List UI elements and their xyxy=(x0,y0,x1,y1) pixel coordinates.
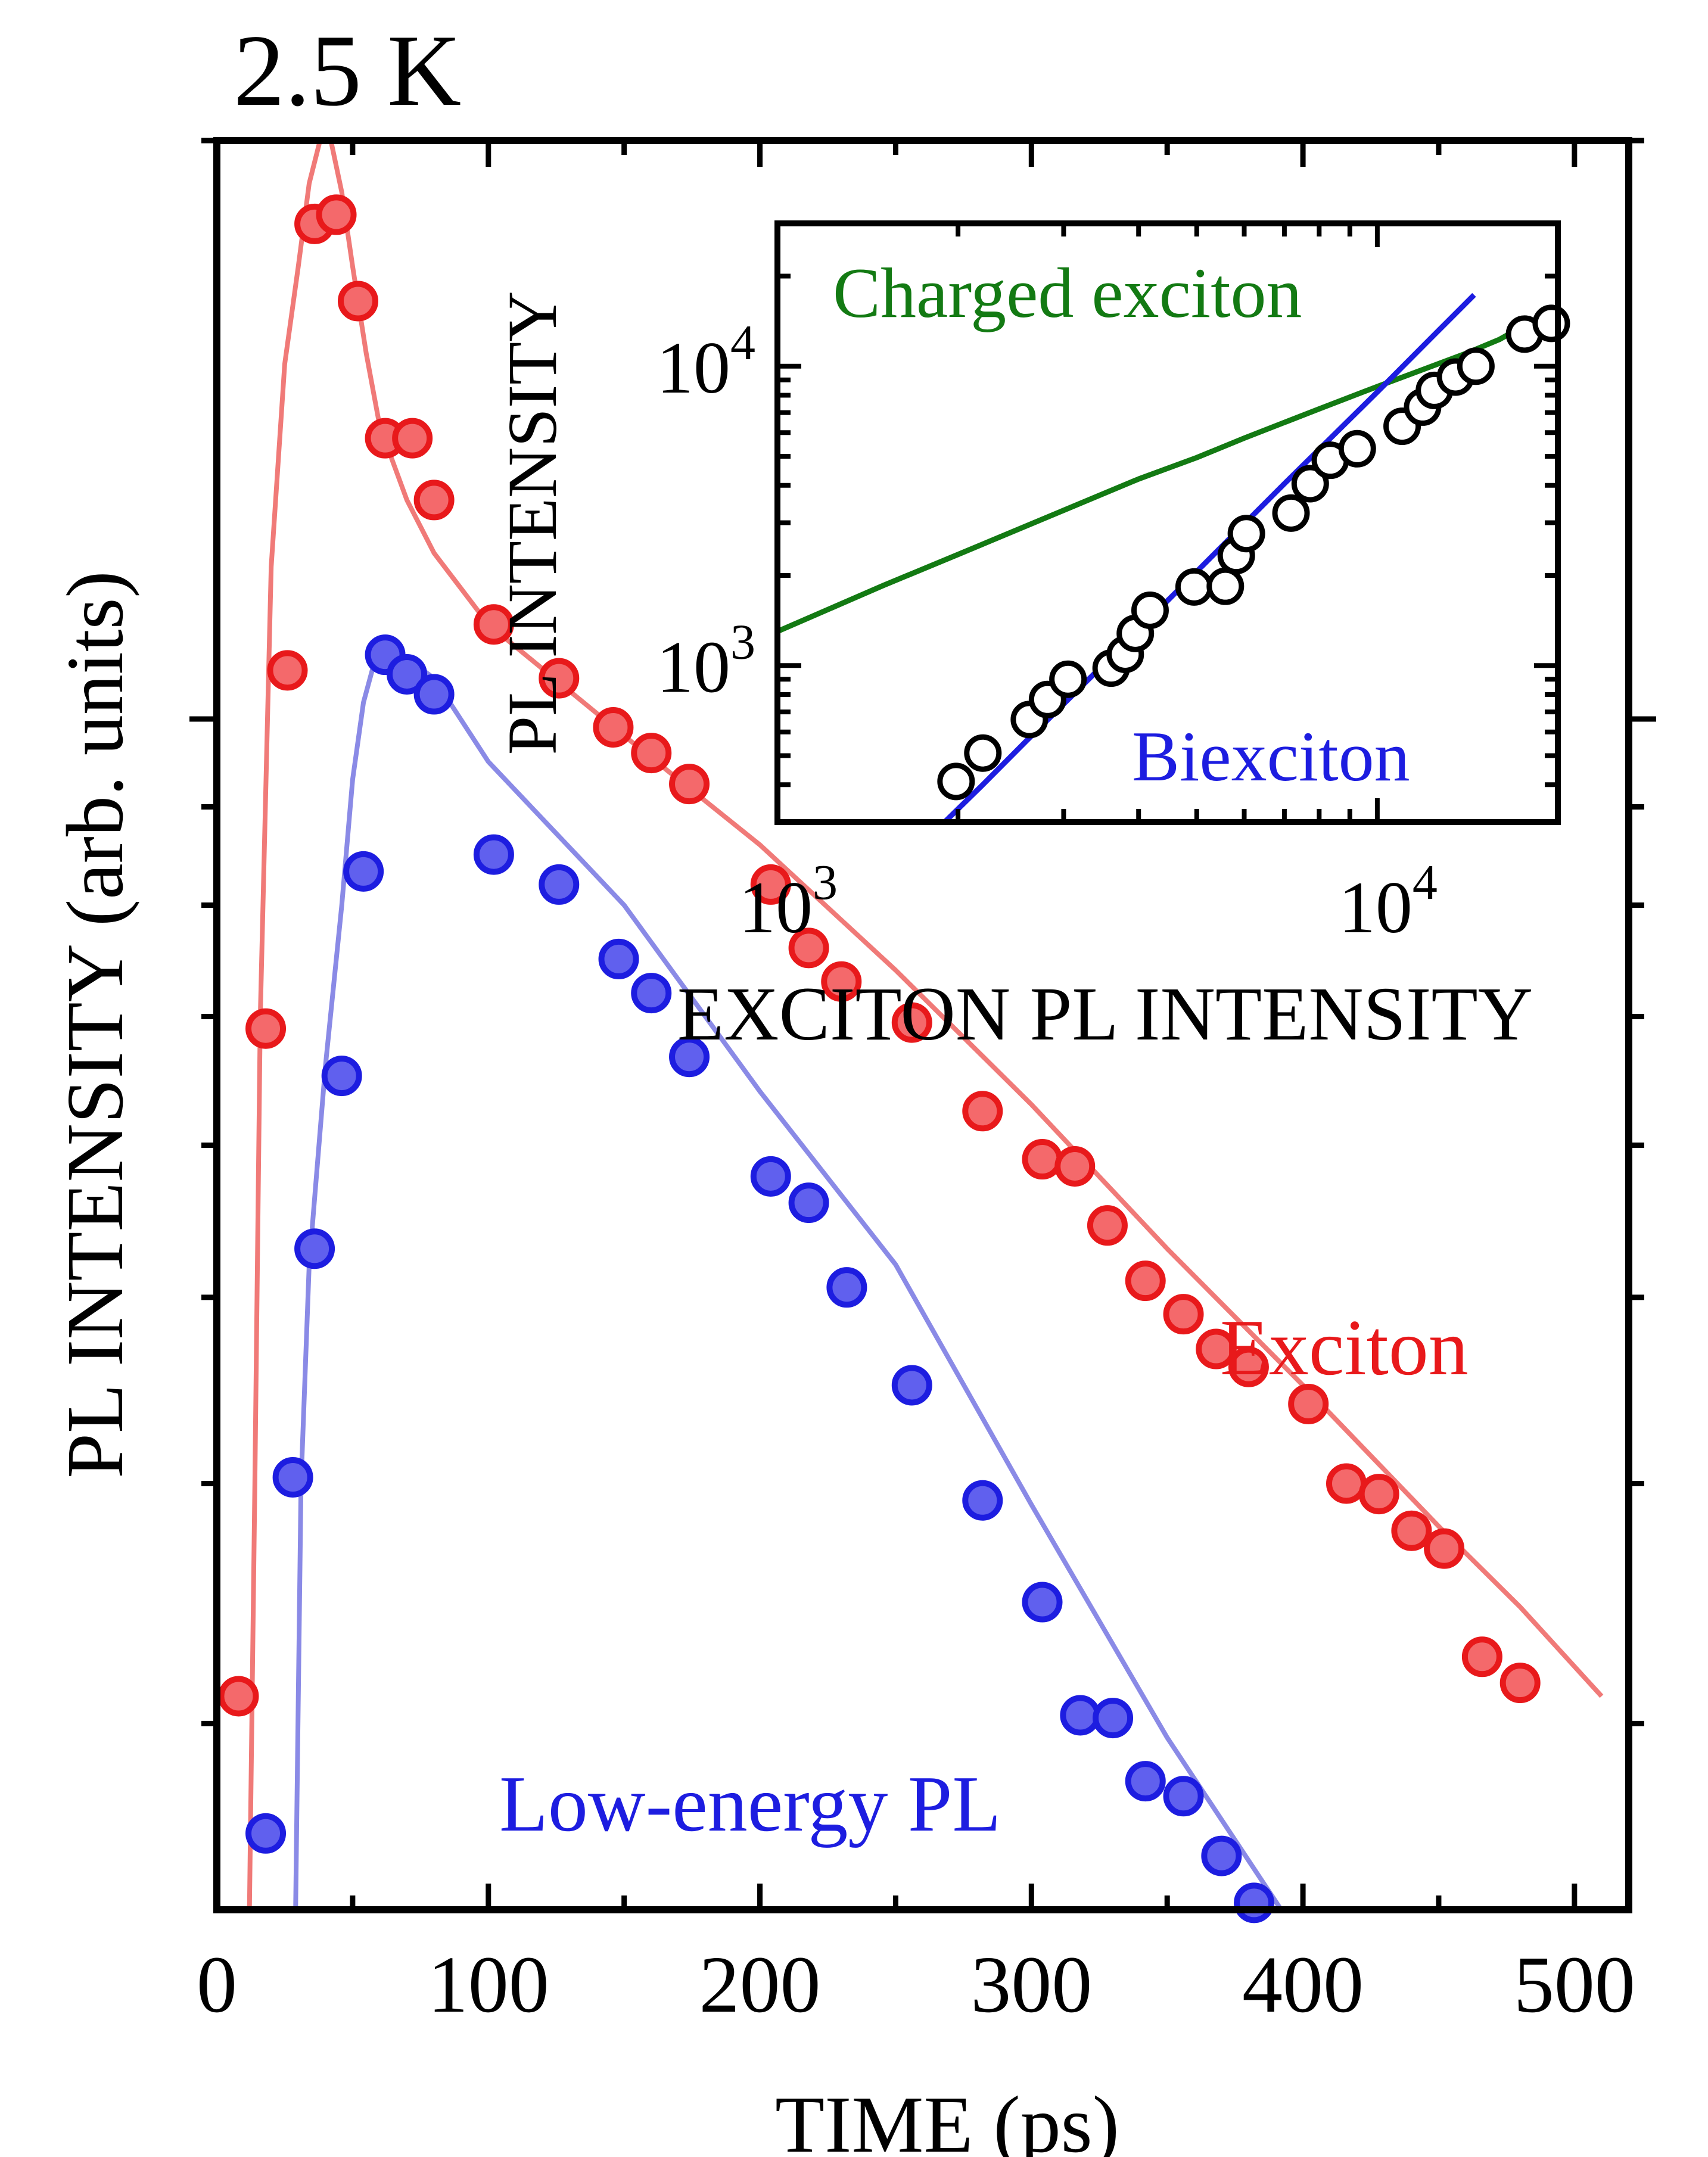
biexciton-label: Biexciton xyxy=(1132,717,1410,796)
main-data-point xyxy=(1163,1294,1204,1335)
main-data-point xyxy=(1125,1761,1166,1802)
main-data-point xyxy=(631,733,672,774)
main-data-point xyxy=(338,281,378,322)
main-data-point xyxy=(473,834,514,875)
main-data-point xyxy=(267,650,308,691)
inset-background xyxy=(777,223,1558,822)
main-data-point xyxy=(962,1091,1003,1132)
main-data-point xyxy=(392,418,433,459)
main-data-point xyxy=(598,938,639,979)
inset-tick-label: 103 xyxy=(739,855,838,948)
main-chart: 0 100 200 300 400 500 TIME (ps) PL INTENSITY … xyxy=(51,137,1656,2157)
main-data-point xyxy=(294,1228,335,1269)
main-data-point xyxy=(1288,1383,1329,1424)
main-data-point xyxy=(631,973,672,1014)
inset-data-point xyxy=(1532,304,1570,343)
main-data-point xyxy=(473,604,514,645)
charged-exciton-label: Charged exciton xyxy=(833,253,1302,332)
main-x-tick-label: 0 xyxy=(197,1940,237,2030)
main-data-point xyxy=(750,864,791,905)
main-data-point xyxy=(1228,1346,1269,1387)
main-data-point xyxy=(1461,1636,1502,1677)
exciton-series-label: Exciton xyxy=(1220,1303,1469,1392)
inset-tick-label: 104 xyxy=(657,315,755,409)
main-y-axis-label: PL INTENSITY (arb. units) xyxy=(51,571,140,1478)
main-x-tick-label: 100 xyxy=(428,1940,549,2030)
main-data-point xyxy=(1234,1882,1275,1923)
main-data-point xyxy=(539,864,580,905)
main-data-point xyxy=(1201,1835,1242,1876)
inset-data-point xyxy=(1272,494,1310,532)
main-data-point xyxy=(387,653,428,695)
main-data-point xyxy=(1499,1663,1541,1704)
main-data-points xyxy=(218,194,1541,1923)
inset-data-point xyxy=(1206,567,1245,605)
main-data-point xyxy=(245,1813,287,1854)
main-data-point xyxy=(593,707,634,748)
main-data-point xyxy=(1125,1260,1166,1302)
main-plot-frame xyxy=(213,137,1632,1913)
inset-chart: 103 104 103 104 EXCITON PL INTENSITY PL INT… xyxy=(493,220,1570,1056)
inset-data-point xyxy=(1227,515,1265,553)
inset-data-points xyxy=(937,304,1570,801)
main-data-point xyxy=(1022,1139,1063,1180)
main-data-point xyxy=(1022,1582,1063,1623)
main-data-point xyxy=(245,1008,287,1049)
inset-data-point xyxy=(1049,660,1087,698)
main-x-tick-label: 400 xyxy=(1242,1940,1364,2030)
main-data-point xyxy=(218,1676,259,1717)
main-data-point xyxy=(1087,1205,1128,1246)
inset-data-point xyxy=(1175,568,1213,606)
low-energy-pl-series-label: Low-energy PL xyxy=(499,1760,1001,1848)
main-x-tick-label: 200 xyxy=(699,1940,821,2030)
inset-x-axis-label: EXCITON PL INTENSITY xyxy=(677,972,1533,1056)
main-data-point xyxy=(1358,1474,1399,1515)
inset-data-point xyxy=(1457,347,1495,385)
main-data-point xyxy=(413,480,455,521)
main-data-point xyxy=(669,764,710,805)
main-x-tick-label: 500 xyxy=(1514,1940,1635,2030)
main-data-point xyxy=(891,1365,932,1406)
main-data-point xyxy=(413,674,455,715)
main-tick-labels: 0 100 200 300 400 500 xyxy=(197,1940,1635,2030)
inset-tick-labels: 103 104 103 104 xyxy=(657,315,1438,948)
main-data-point xyxy=(316,194,357,235)
inset-tick-label: 103 xyxy=(657,614,755,708)
main-data-point xyxy=(1391,1510,1432,1551)
main-data-point xyxy=(962,1480,1003,1521)
main-data-point xyxy=(321,1056,362,1097)
main-data-point xyxy=(272,1456,313,1498)
inset-data-point xyxy=(964,734,1002,772)
main-data-point xyxy=(788,1182,829,1224)
main-data-point xyxy=(826,1267,867,1308)
main-x-tick-label: 300 xyxy=(970,1940,1092,2030)
inset-plot-frame xyxy=(774,220,1561,825)
inset-data-point xyxy=(937,762,975,801)
inset-data-point xyxy=(1291,465,1329,503)
main-data-point xyxy=(1196,1328,1237,1369)
inset-tick-label: 104 xyxy=(1339,855,1438,948)
inset-data-point xyxy=(1338,429,1376,468)
main-data-point xyxy=(1326,1463,1367,1504)
main-data-point xyxy=(1093,1698,1134,1739)
main-data-point xyxy=(1060,1695,1101,1736)
main-data-point xyxy=(1163,1776,1204,1817)
main-data-point xyxy=(669,1037,710,1078)
main-data-point xyxy=(750,1156,791,1197)
main-data-point xyxy=(343,851,384,892)
main-data-point xyxy=(539,658,580,699)
main-x-axis-label: TIME (ps) xyxy=(775,2080,1119,2157)
main-data-point xyxy=(1054,1146,1096,1187)
inset-data-point xyxy=(1131,591,1169,629)
main-data-point xyxy=(1424,1528,1465,1569)
main-data-point xyxy=(788,927,829,969)
main-data-point xyxy=(821,961,862,1002)
inset-y-axis-label: PL INTENSITY xyxy=(493,291,571,755)
main-data-point xyxy=(891,1002,932,1043)
temperature-label: 2.5 K xyxy=(234,14,461,127)
